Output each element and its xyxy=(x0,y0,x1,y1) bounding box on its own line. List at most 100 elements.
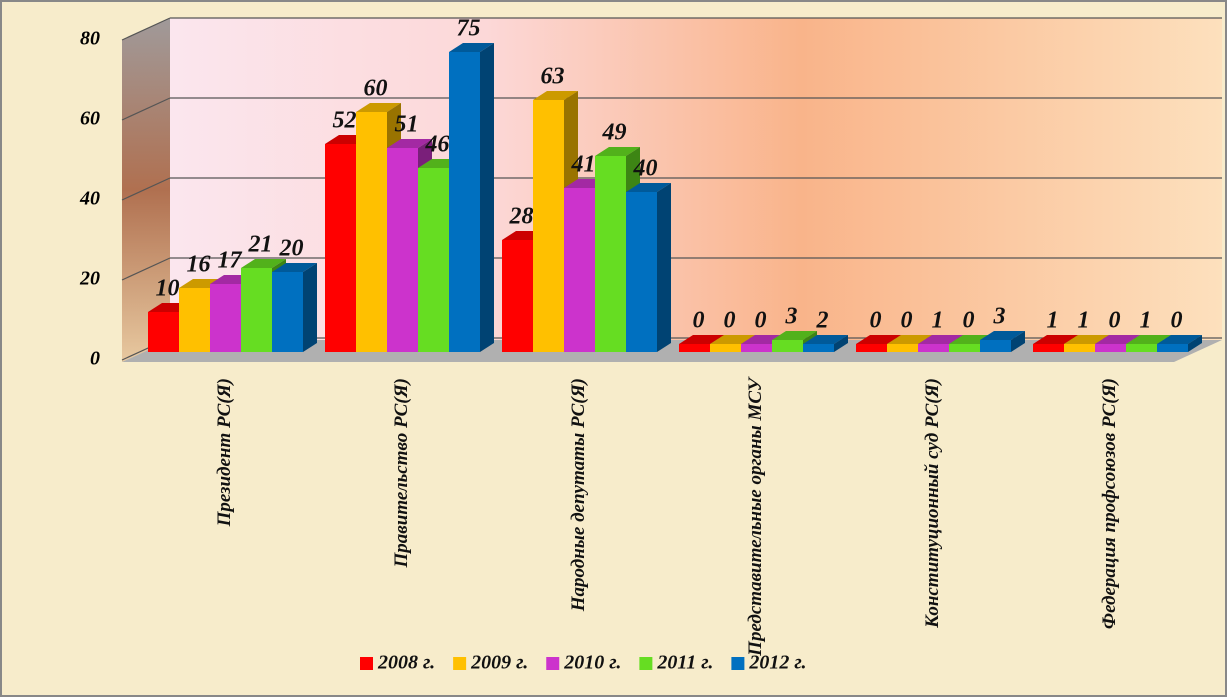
bar xyxy=(210,284,241,352)
bar xyxy=(241,268,272,352)
y-tick-label: 0 xyxy=(90,348,100,370)
bar-top xyxy=(595,147,640,156)
bar-side xyxy=(1011,331,1025,352)
data-label: 17 xyxy=(218,248,243,274)
bar xyxy=(949,344,980,352)
bar xyxy=(564,188,595,352)
legend-swatch xyxy=(453,657,467,670)
data-label: 0 xyxy=(724,308,736,334)
bar xyxy=(356,112,387,352)
legend-swatch xyxy=(731,657,745,670)
data-label: 41 xyxy=(571,152,596,178)
bar-top xyxy=(980,331,1025,340)
bar xyxy=(502,240,533,352)
bar-top xyxy=(803,335,848,344)
bar-top xyxy=(1126,335,1171,344)
bar-top xyxy=(1095,335,1140,344)
bar xyxy=(710,344,741,352)
bar-top xyxy=(449,43,494,52)
bar-top xyxy=(887,335,932,344)
bar xyxy=(533,100,564,352)
data-label: 0 xyxy=(870,308,882,334)
bar xyxy=(1095,344,1126,352)
x-tick-label: Правительство РС(Я) xyxy=(391,378,412,568)
bar-top xyxy=(1064,335,1109,344)
bar-top xyxy=(626,183,671,192)
bar xyxy=(887,344,918,352)
data-label: 1 xyxy=(1078,308,1090,334)
data-label: 3 xyxy=(993,304,1006,330)
grid-line-side xyxy=(121,17,171,41)
data-label: 1 xyxy=(1047,308,1059,334)
data-label: 1 xyxy=(932,308,944,334)
data-label: 0 xyxy=(755,308,767,334)
x-tick-label: Президент РС(Я) xyxy=(214,378,235,527)
bar xyxy=(272,272,303,352)
bar xyxy=(1064,344,1095,352)
data-label: 28 xyxy=(509,204,534,230)
bar xyxy=(179,288,210,352)
bar xyxy=(449,52,480,352)
y-tick-label: 20 xyxy=(79,268,100,290)
grid-line-side xyxy=(121,97,171,121)
x-tick-label: Конституционный суд РС(Я) xyxy=(922,378,943,629)
bar-top xyxy=(1033,335,1078,344)
bar-top xyxy=(772,331,817,340)
data-label: 51 xyxy=(395,112,419,138)
grid-line-side xyxy=(121,177,171,201)
bar xyxy=(1126,344,1157,352)
data-label: 0 xyxy=(1171,308,1183,334)
data-label: 16 xyxy=(187,252,211,278)
data-label: 3 xyxy=(785,304,798,330)
bar xyxy=(595,156,626,352)
bar xyxy=(679,344,710,352)
bar-side xyxy=(480,43,494,352)
data-label: 40 xyxy=(633,156,658,182)
legend-swatch xyxy=(546,657,560,670)
bar-top xyxy=(679,335,724,344)
bar xyxy=(741,344,772,352)
bar-top xyxy=(856,335,901,344)
legend-swatch xyxy=(360,657,373,670)
data-label: 10 xyxy=(156,276,180,302)
bar xyxy=(918,344,949,352)
bar xyxy=(1033,344,1064,352)
data-label: 20 xyxy=(279,236,304,262)
bar xyxy=(418,168,449,352)
data-label: 2 xyxy=(816,308,829,334)
data-label: 0 xyxy=(901,308,913,334)
legend-label: 2009 г. xyxy=(470,652,528,674)
data-label: 75 xyxy=(457,16,481,42)
bar-top xyxy=(533,91,578,100)
data-label: 49 xyxy=(602,120,627,146)
bar xyxy=(1157,344,1188,352)
bar-top xyxy=(356,103,401,112)
y-tick-label: 80 xyxy=(80,28,100,50)
bar xyxy=(387,148,418,352)
data-label: 0 xyxy=(1109,308,1121,334)
legend-label: 2011 г. xyxy=(656,652,713,674)
data-label: 63 xyxy=(541,64,565,90)
bar-side xyxy=(657,183,671,352)
bar xyxy=(856,344,887,352)
x-tick-label: Федерация профсоюзов РС(Я) xyxy=(1099,378,1120,629)
data-label: 21 xyxy=(248,232,273,258)
bar xyxy=(148,312,179,352)
x-tick-label: Представительные органы МСУ xyxy=(745,376,766,657)
legend-label: 2008 г. xyxy=(377,652,435,674)
legend-swatch xyxy=(639,657,653,670)
bar-top xyxy=(387,139,432,148)
bar xyxy=(980,340,1011,352)
legend-label: 2010 г. xyxy=(563,652,621,674)
bar xyxy=(325,144,356,352)
data-label: 1 xyxy=(1140,308,1152,334)
x-tick-label: Народные депутаты РС(Я) xyxy=(568,378,589,612)
bar xyxy=(772,340,803,352)
bar-top xyxy=(1157,335,1202,344)
bar-side xyxy=(303,263,317,352)
data-label: 46 xyxy=(425,132,450,158)
y-tick-label: 60 xyxy=(80,108,100,130)
data-label: 0 xyxy=(693,308,705,334)
